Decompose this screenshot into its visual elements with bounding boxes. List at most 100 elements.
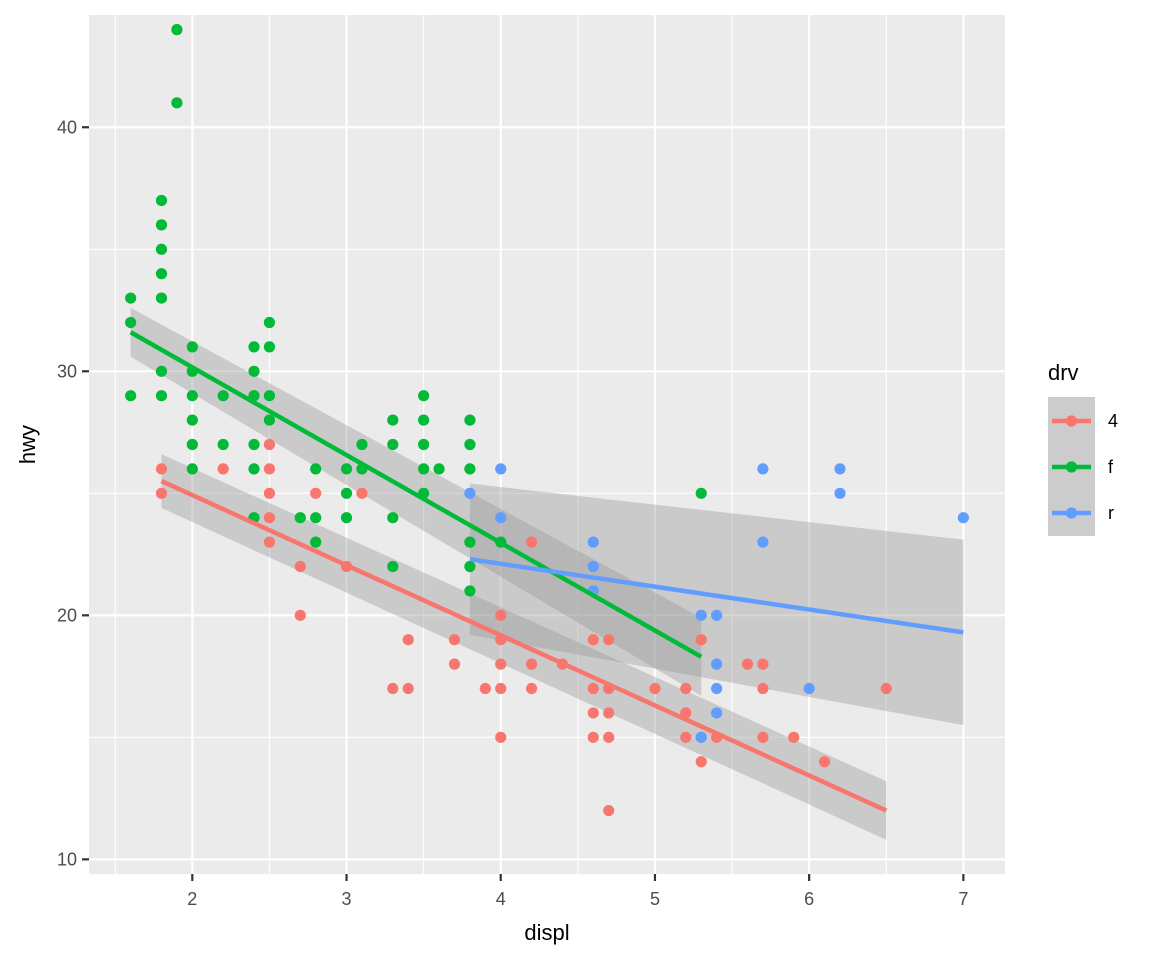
y-tick-label: 30	[57, 361, 77, 381]
point-r	[711, 609, 723, 621]
point-f	[155, 390, 168, 402]
point-4	[448, 634, 461, 646]
point-4	[757, 731, 769, 743]
x-tick-label: 2	[187, 889, 197, 909]
point-f	[464, 463, 476, 475]
point-4	[448, 658, 461, 670]
point-4	[603, 634, 615, 646]
point-f	[217, 438, 229, 451]
point-f	[387, 560, 399, 573]
point-f	[155, 219, 168, 231]
point-r	[587, 560, 599, 573]
point-f	[387, 414, 399, 426]
point-4	[495, 609, 507, 621]
point-f	[433, 463, 445, 475]
point-f	[695, 487, 707, 499]
y-tick-label: 10	[57, 849, 77, 869]
point-f	[263, 390, 276, 402]
point-f	[464, 560, 476, 573]
point-f	[155, 194, 168, 207]
data-points	[125, 24, 969, 817]
point-f	[294, 512, 306, 524]
point-r	[711, 658, 723, 670]
point-4	[263, 512, 276, 524]
point-f	[171, 24, 183, 36]
point-f	[418, 414, 430, 426]
point-4	[155, 487, 168, 499]
point-4	[603, 804, 615, 817]
point-f	[418, 438, 430, 451]
x-tick-label: 4	[496, 889, 506, 909]
point-f	[464, 414, 476, 426]
point-r	[834, 463, 846, 475]
point-f	[186, 341, 198, 353]
point-f	[186, 463, 198, 475]
legend-items: 4 f r	[1052, 411, 1118, 523]
point-r	[495, 512, 507, 524]
point-f	[186, 414, 198, 426]
point-f	[155, 268, 168, 280]
point-f	[248, 365, 260, 377]
point-f	[263, 341, 276, 353]
point-4	[695, 634, 707, 646]
point-4	[294, 609, 306, 621]
point-4	[587, 634, 599, 646]
point-4	[495, 731, 507, 743]
point-4	[587, 682, 599, 695]
point-4	[757, 658, 769, 670]
point-f	[464, 438, 476, 451]
point-4	[818, 756, 831, 768]
point-f	[340, 512, 353, 524]
point-f	[171, 97, 183, 109]
point-4	[680, 682, 692, 695]
point-4	[263, 487, 276, 499]
point-f	[418, 390, 430, 402]
point-4	[310, 487, 322, 499]
point-4	[525, 682, 538, 695]
point-r	[587, 536, 599, 548]
y-axis-title: hwy	[15, 425, 40, 464]
point-4	[587, 731, 599, 743]
fit-lines	[129, 330, 964, 813]
legend-label-4: 4	[1108, 411, 1118, 431]
point-4	[603, 731, 615, 743]
point-r	[711, 707, 723, 719]
point-f	[248, 438, 260, 451]
x-axis: 2 3 4 5 6 7	[187, 874, 968, 909]
y-tick-label: 40	[57, 117, 77, 137]
legend-key-point-4	[1065, 415, 1078, 427]
point-f	[310, 536, 322, 548]
point-f	[186, 390, 198, 402]
point-4	[680, 731, 692, 743]
point-4	[495, 682, 507, 695]
point-4	[356, 487, 368, 499]
point-f	[418, 463, 430, 475]
point-r	[711, 682, 723, 695]
point-f	[248, 341, 260, 353]
point-f	[217, 390, 229, 402]
point-f	[155, 365, 168, 377]
point-f	[263, 414, 276, 426]
point-f	[125, 316, 137, 329]
x-tick-label: 3	[342, 889, 352, 909]
point-f	[310, 463, 322, 475]
point-4	[525, 536, 538, 548]
point-4	[402, 634, 414, 646]
point-4	[479, 682, 491, 695]
fit-line-f	[129, 330, 703, 659]
point-f	[387, 438, 399, 451]
point-f	[125, 292, 137, 304]
point-r	[695, 609, 707, 621]
fit-line-r	[469, 556, 964, 635]
plot-panel	[89, 15, 1005, 874]
point-r	[834, 487, 846, 499]
x-axis-title: displ	[524, 920, 569, 945]
point-4	[263, 463, 276, 475]
legend-label-f: f	[1108, 457, 1114, 477]
point-f	[263, 316, 276, 329]
point-4	[495, 658, 507, 670]
point-r	[464, 487, 476, 499]
point-f	[387, 512, 399, 524]
point-4	[263, 536, 276, 548]
